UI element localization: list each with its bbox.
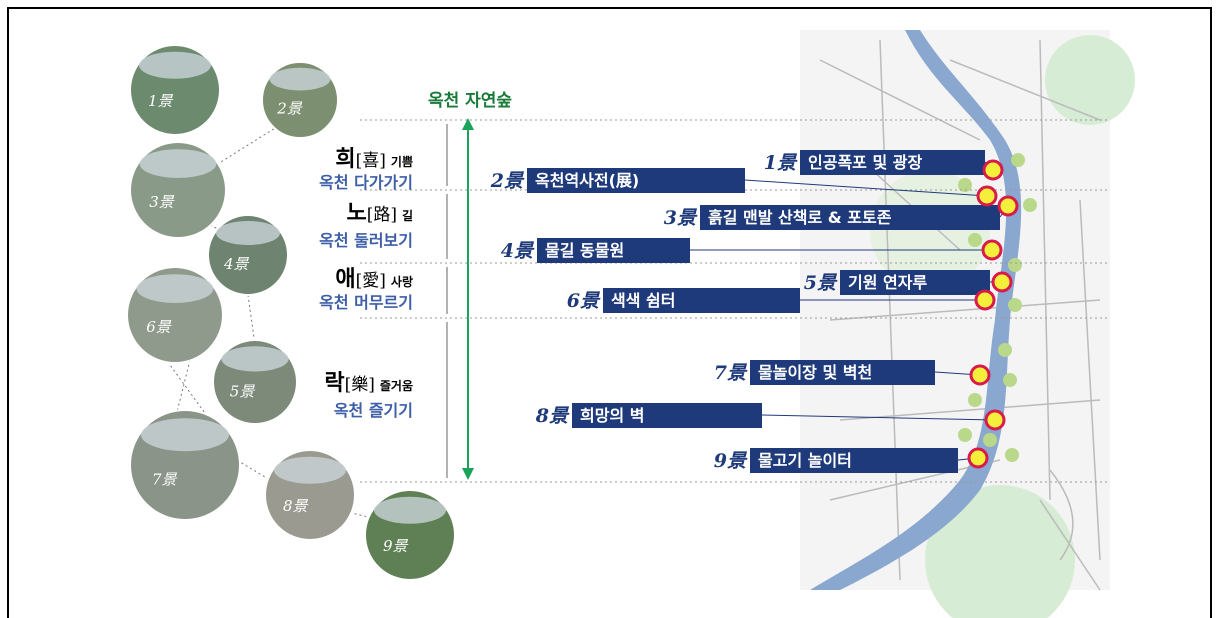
scene-bar — [750, 360, 935, 385]
green-arrow — [462, 118, 474, 480]
scene-name: 흙길 맨발 산책로 & 포토존 — [708, 208, 892, 227]
scene-dot — [984, 409, 1006, 431]
connector — [744, 179, 988, 197]
theme-char: 노 — [346, 201, 366, 226]
theme-hanja: [愛] — [356, 271, 386, 291]
title: 옥천 자연숲 — [428, 91, 512, 111]
connector — [761, 414, 996, 421]
theme-subtitle: 옥천 머무르기 — [319, 293, 413, 312]
scene-bar — [572, 403, 762, 428]
map — [800, 30, 1135, 618]
scene-dot — [991, 271, 1013, 293]
photo-sky — [221, 346, 289, 372]
scene-dot — [976, 185, 998, 207]
theme-hanja: [樂] — [345, 375, 375, 395]
photo-sky — [139, 149, 217, 179]
scene-name: 희망의 벽 — [580, 406, 644, 425]
theme-subtitle: 옥천 다가가기 — [319, 173, 413, 192]
photo-label: 7景 — [152, 470, 178, 488]
theme-heading: 노[路] 길 — [346, 201, 413, 226]
scene-name: 기원 연자루 — [848, 273, 927, 292]
photo-label: 4景 — [223, 255, 250, 273]
scene-name: 인공폭포 및 광장 — [808, 153, 922, 172]
theme-subtitle: 옥천 즐기기 — [334, 401, 413, 420]
theme-hanja: [喜] — [356, 151, 386, 171]
scene-name: 색색 쉼터 — [611, 291, 675, 310]
scene-number: 9景 — [714, 450, 748, 472]
photo-sky — [274, 456, 346, 484]
photo-sky — [136, 274, 214, 303]
scene-number: 1景 — [764, 152, 798, 174]
theme-heading: 희[喜] 기쁨 — [335, 147, 413, 172]
frame — [7, 7, 1212, 618]
scene-number: 4景 — [501, 240, 535, 262]
scene-dot — [981, 239, 1003, 261]
theme-word: 사랑 — [391, 274, 413, 289]
scene-number: 7景 — [714, 362, 748, 384]
photo-sky — [141, 418, 229, 452]
photo-label: 1景 — [148, 92, 174, 110]
scene-bar — [603, 288, 800, 313]
scene-number: 8景 — [535, 405, 570, 427]
photo-label: 2景 — [276, 99, 303, 117]
theme-word: 길 — [402, 209, 413, 223]
scene-name: 물길 동물원 — [545, 241, 624, 260]
scene-bar — [750, 448, 958, 473]
scene-bar — [537, 238, 690, 263]
theme-char: 락 — [324, 371, 344, 396]
scene-dot — [997, 195, 1019, 217]
photo-label: 3景 — [149, 193, 175, 211]
scene-bar — [700, 205, 1000, 230]
scene-number: 6景 — [567, 290, 601, 312]
scene-number: 3景 — [664, 207, 698, 229]
theme-hanja: [路] — [367, 205, 397, 225]
theme-word: 즐거움 — [380, 378, 413, 393]
scene-number: 2景 — [490, 170, 525, 192]
scene-bar — [840, 270, 990, 295]
theme-subtitle: 옥천 둘러보기 — [319, 231, 413, 250]
theme-heading: 락[樂] 즐거움 — [324, 371, 413, 396]
theme-char: 희 — [335, 147, 355, 172]
theme-heading: 애[愛] 사랑 — [335, 267, 413, 292]
scene-name: 물고기 놀이터 — [758, 451, 852, 470]
photo-label: 6景 — [146, 318, 172, 336]
photo-sky — [139, 51, 211, 79]
photo-label: 9景 — [383, 537, 409, 555]
theme-char: 애 — [335, 267, 355, 292]
scene-bar — [527, 168, 745, 193]
scene-name: 옥천역사전(展) — [535, 171, 639, 190]
scene-dot — [969, 364, 991, 386]
theme-word: 기쁨 — [391, 154, 413, 169]
scene-name: 물놀이장 및 벽천 — [758, 363, 872, 382]
photo-sky — [374, 496, 446, 524]
scene-dot — [982, 159, 1004, 181]
scene-bar — [800, 150, 985, 175]
photo-sky — [216, 221, 280, 245]
scene-dot — [967, 447, 989, 469]
photo-sky — [269, 67, 331, 91]
photo-label: 8景 — [283, 497, 309, 515]
scene-dot — [974, 289, 996, 311]
scene-number: 5景 — [804, 272, 838, 294]
photo-label: 5景 — [230, 383, 256, 401]
